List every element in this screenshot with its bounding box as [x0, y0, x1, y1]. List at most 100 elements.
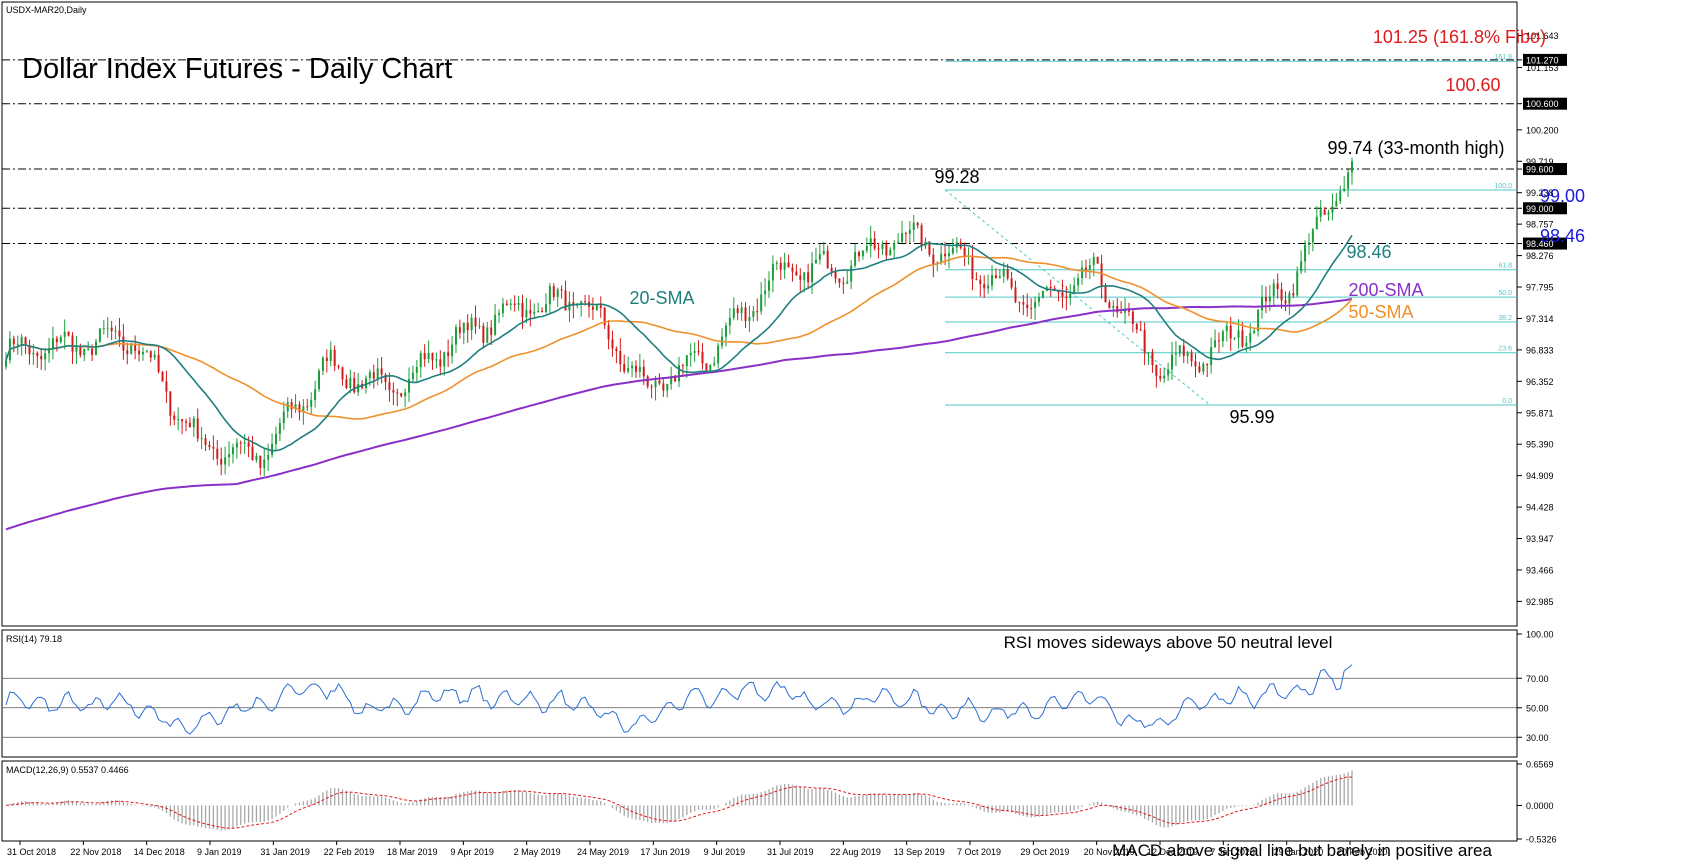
candle-body: [192, 418, 195, 428]
candle-body: [1245, 342, 1248, 347]
time-tick-label: 24 May 2019: [577, 847, 629, 857]
candle-body: [368, 372, 371, 379]
candle-body: [427, 352, 430, 360]
candle-body: [451, 344, 454, 357]
candle-body: [1300, 261, 1303, 272]
macd-note: MACD above signal line but barely in pos…: [1112, 841, 1492, 860]
candle-body: [141, 351, 144, 355]
candle-body: [404, 392, 407, 397]
candle-body: [783, 262, 786, 270]
candle-body: [932, 254, 935, 265]
candle-body: [752, 311, 755, 318]
candle-body: [1351, 161, 1353, 173]
candle-body: [963, 247, 966, 256]
candle-body: [439, 359, 442, 367]
candle-body: [525, 310, 528, 318]
candle-body: [975, 279, 978, 281]
price-tick-label: 94.909: [1526, 471, 1554, 481]
candle-body: [345, 379, 348, 388]
moving-averages: [5, 234, 1353, 531]
candle-body: [1120, 312, 1123, 314]
annotation-33-month-high: 99.74 (33-month high): [1327, 138, 1504, 158]
candle-body: [1190, 352, 1193, 362]
candle-body: [764, 290, 767, 295]
price-level-label: 100.600: [1526, 99, 1559, 109]
candle-body: [803, 272, 806, 280]
price-level-label: 101.270: [1526, 55, 1559, 65]
candle-body: [1237, 330, 1240, 338]
candle-body: [631, 365, 634, 369]
candle-body: [1018, 301, 1021, 303]
price-tick-label: 97.314: [1526, 314, 1554, 324]
candle-body: [1210, 347, 1213, 366]
price-tick-label: 101.153: [1526, 63, 1559, 73]
candle-body: [466, 322, 469, 331]
candle-body: [388, 382, 391, 391]
annotation-200-sma: 200-SMA: [1348, 280, 1423, 300]
fibo-label: 61.8: [1498, 263, 1512, 270]
candle-body: [944, 253, 947, 257]
candle-body: [220, 458, 223, 465]
candle-body: [509, 303, 512, 305]
candle-body: [55, 338, 58, 343]
candle-body: [541, 310, 544, 313]
candle-body: [904, 233, 907, 235]
candle-body: [216, 448, 219, 459]
candle-body: [134, 344, 137, 351]
annotation-99-28: 99.28: [934, 167, 979, 187]
candle-body: [814, 259, 817, 264]
candle-body: [771, 263, 774, 281]
candle-body: [400, 393, 403, 397]
price-level-label: 99.000: [1526, 204, 1554, 214]
price-tick-label: 92.985: [1526, 597, 1554, 607]
candle-body: [44, 353, 47, 360]
candle-body: [1280, 289, 1283, 301]
candle-body: [290, 402, 293, 410]
candle-body: [337, 365, 340, 368]
macd-panel: [1, 760, 1518, 842]
time-tick-label: 17 Jun 2019: [640, 847, 690, 857]
candle-body: [1135, 324, 1138, 330]
time-tick-label: 31 Jul 2019: [767, 847, 814, 857]
candle-body: [200, 438, 203, 440]
time-tick-label: 13 Sep 2019: [894, 847, 945, 857]
time-tick-label: 20 Feb 2020: [1337, 847, 1388, 857]
candle-body: [979, 279, 982, 285]
candle-body: [1217, 340, 1220, 342]
candle-body: [767, 280, 770, 291]
candle-body: [294, 404, 297, 410]
candle-body: [1147, 352, 1150, 354]
candle-body: [908, 229, 911, 234]
candle-body: [494, 314, 497, 335]
candle-body: [392, 390, 395, 393]
candle-body: [881, 244, 884, 250]
candle-body: [271, 444, 274, 455]
candle-body: [16, 343, 19, 345]
grid-lines: [2, 59, 1517, 245]
candle-body: [298, 404, 301, 413]
candle-body: [1327, 212, 1330, 215]
candle-body: [83, 348, 86, 356]
candle-body: [756, 311, 759, 313]
candle-body: [1171, 354, 1174, 370]
candle-body: [318, 370, 321, 390]
candle-body: [435, 359, 438, 361]
candle-body: [920, 225, 923, 247]
candle-body: [106, 327, 109, 329]
symbol-label: USDX-MAR20,Daily: [6, 5, 87, 15]
candle-body: [994, 275, 997, 279]
candle-body: [255, 455, 258, 461]
candle-body: [98, 328, 101, 342]
candle-body: [1198, 366, 1201, 372]
candle-body: [591, 306, 594, 310]
candle-body: [517, 302, 520, 306]
time-tick-label: 31 Oct 2018: [7, 847, 56, 857]
candle-body: [1229, 325, 1232, 339]
candle-body: [1194, 361, 1197, 367]
fibo-label: 50.0: [1498, 290, 1512, 297]
candle-body: [544, 304, 547, 313]
candle-body: [642, 366, 645, 377]
time-tick-label: 9 Jan 2019: [197, 847, 242, 857]
price-tick-label: 95.871: [1526, 408, 1554, 418]
time-tick-label: 22 Aug 2019: [830, 847, 881, 857]
